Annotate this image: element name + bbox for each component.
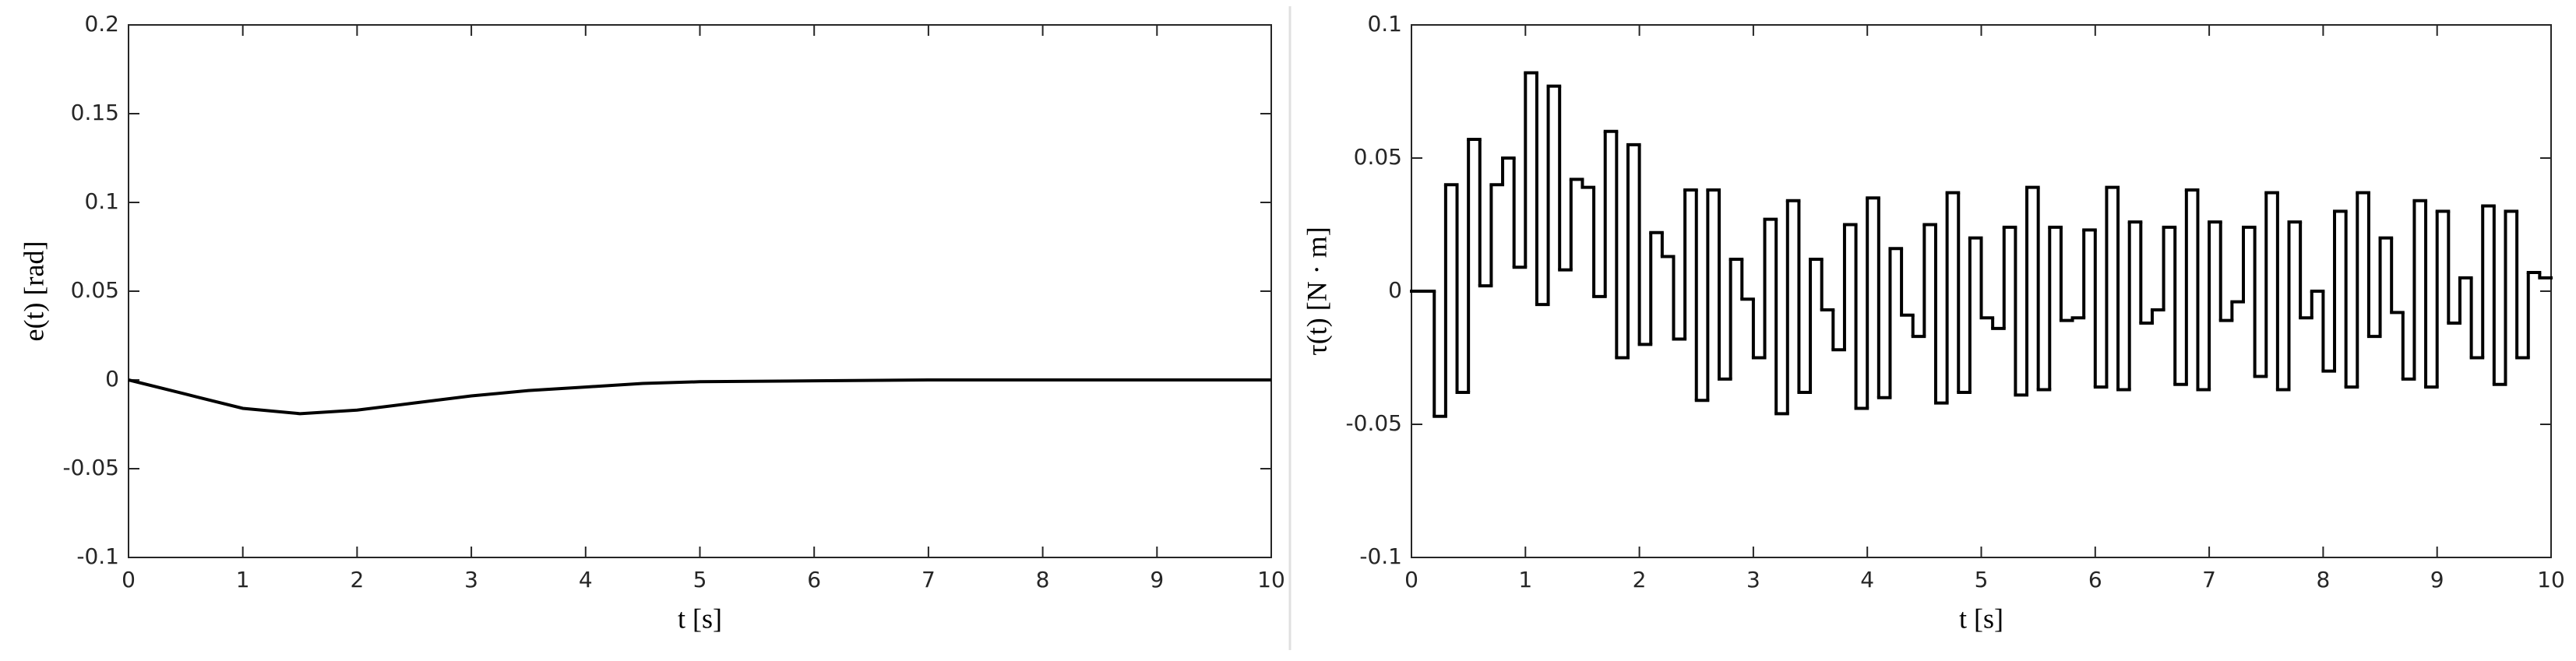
x-tick-label: 5: [1975, 567, 1989, 592]
data-line: [128, 378, 1271, 416]
y-tick-label: 0.1: [84, 188, 119, 214]
x-tick-label: 7: [922, 567, 936, 592]
x-tick-label: 10: [1257, 567, 1285, 592]
x-tick-label: 5: [693, 567, 707, 592]
y-tick-label: 0.1: [1367, 11, 1402, 37]
y-tick-label: -0.05: [63, 455, 119, 480]
y-axis-label: e(t) [rad]: [18, 241, 49, 342]
x-tick-label: 8: [1036, 567, 1050, 592]
x-tick-label: 9: [1150, 567, 1164, 592]
x-tick-label: 1: [236, 567, 250, 592]
x-tick-label: 7: [2202, 567, 2216, 592]
y-tick-label: 0.2: [84, 11, 119, 37]
x-tick-label: 6: [807, 567, 821, 592]
y-tick-label: 0: [105, 366, 119, 392]
y-tick-label: -0.05: [1346, 410, 1402, 436]
x-tick-label: 3: [464, 567, 478, 592]
x-tick-label: 0: [1404, 567, 1418, 592]
y-tick-label: 0.05: [71, 277, 119, 303]
x-tick-label: 3: [1746, 567, 1760, 592]
y-tick-label: -0.1: [76, 543, 119, 569]
x-tick-label: 6: [2088, 567, 2102, 592]
x-axis-label: t [s]: [678, 603, 722, 634]
x-tick-label: 10: [2537, 567, 2565, 592]
x-tick-label: 4: [579, 567, 593, 592]
axes-box: [128, 24, 1272, 558]
x-axis-label: t [s]: [1959, 603, 2003, 634]
y-axis-label: τ(t) [N · m]: [1301, 227, 1332, 355]
x-tick-label: 2: [1633, 567, 1647, 592]
y-tick-label: 0: [1388, 277, 1402, 303]
y-tick-label: 0.15: [71, 100, 119, 125]
x-tick-label: 8: [2316, 567, 2330, 592]
y-tick-label: -0.1: [1359, 543, 1402, 569]
x-tick-label: 0: [122, 567, 136, 592]
x-tick-label: 1: [1518, 567, 1532, 592]
y-tick-label: 0.05: [1354, 144, 1402, 170]
x-tick-label: 2: [350, 567, 364, 592]
x-tick-label: 9: [2430, 567, 2444, 592]
x-tick-label: 4: [1860, 567, 1874, 592]
